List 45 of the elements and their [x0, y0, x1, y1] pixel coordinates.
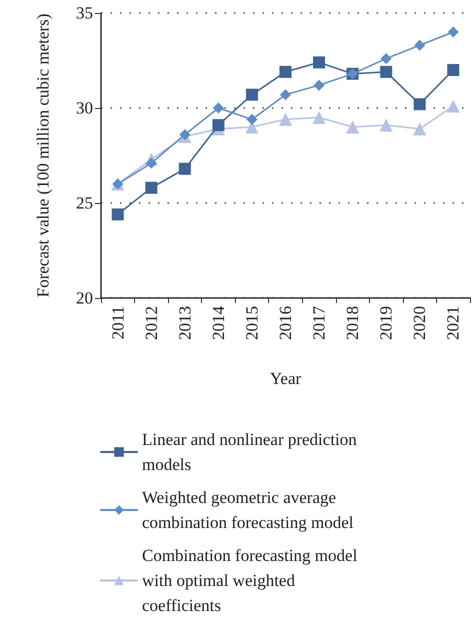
y-tick-label: 30 — [76, 98, 93, 118]
point — [380, 53, 392, 64]
point — [446, 100, 460, 113]
point — [146, 158, 157, 169]
x-tick-label: 2014 — [208, 306, 228, 340]
x-tick-label: 2015 — [242, 306, 262, 340]
legend-label: Linear and nonlinear prediction models — [142, 430, 362, 474]
x-tick-label: 2018 — [343, 306, 362, 340]
y-tick-label: 20 — [76, 288, 93, 308]
x-tick-label: 2021 — [444, 306, 463, 340]
point — [280, 89, 291, 100]
point — [414, 98, 426, 110]
point — [314, 80, 325, 91]
point — [145, 182, 158, 194]
y-tick-label: 35 — [76, 4, 93, 22]
point — [280, 66, 292, 78]
point — [178, 162, 191, 175]
x-tick-label: 2016 — [276, 306, 295, 340]
point — [447, 64, 460, 76]
x-tick-label: 2011 — [108, 306, 128, 340]
point — [313, 56, 326, 68]
point — [413, 122, 426, 136]
point — [312, 111, 326, 124]
legend-label: Combination forecasting model with optimal weighted coefficients — [142, 546, 362, 615]
point — [414, 40, 426, 51]
point — [279, 112, 292, 126]
point — [380, 118, 393, 132]
x-tick-label: 2013 — [175, 306, 194, 340]
point — [112, 208, 124, 220]
point — [380, 66, 392, 78]
x-tick-label: 2019 — [376, 306, 396, 340]
point — [246, 88, 258, 101]
point — [179, 129, 190, 140]
legend-label: Weighted geometric average combination forecasting model — [142, 488, 354, 532]
point — [212, 102, 224, 114]
x-tick-label: 2017 — [310, 306, 329, 340]
y-tick-label: 25 — [76, 194, 93, 212]
point — [212, 119, 224, 132]
y-axis-title: Forecast value (100 million cubic meters) — [34, 14, 52, 298]
x-axis-title: Year — [270, 369, 302, 388]
point — [346, 120, 360, 134]
point — [246, 114, 258, 125]
point — [448, 26, 459, 38]
x-tick-label: 2012 — [142, 306, 161, 340]
x-tick-label: 2020 — [410, 306, 430, 340]
